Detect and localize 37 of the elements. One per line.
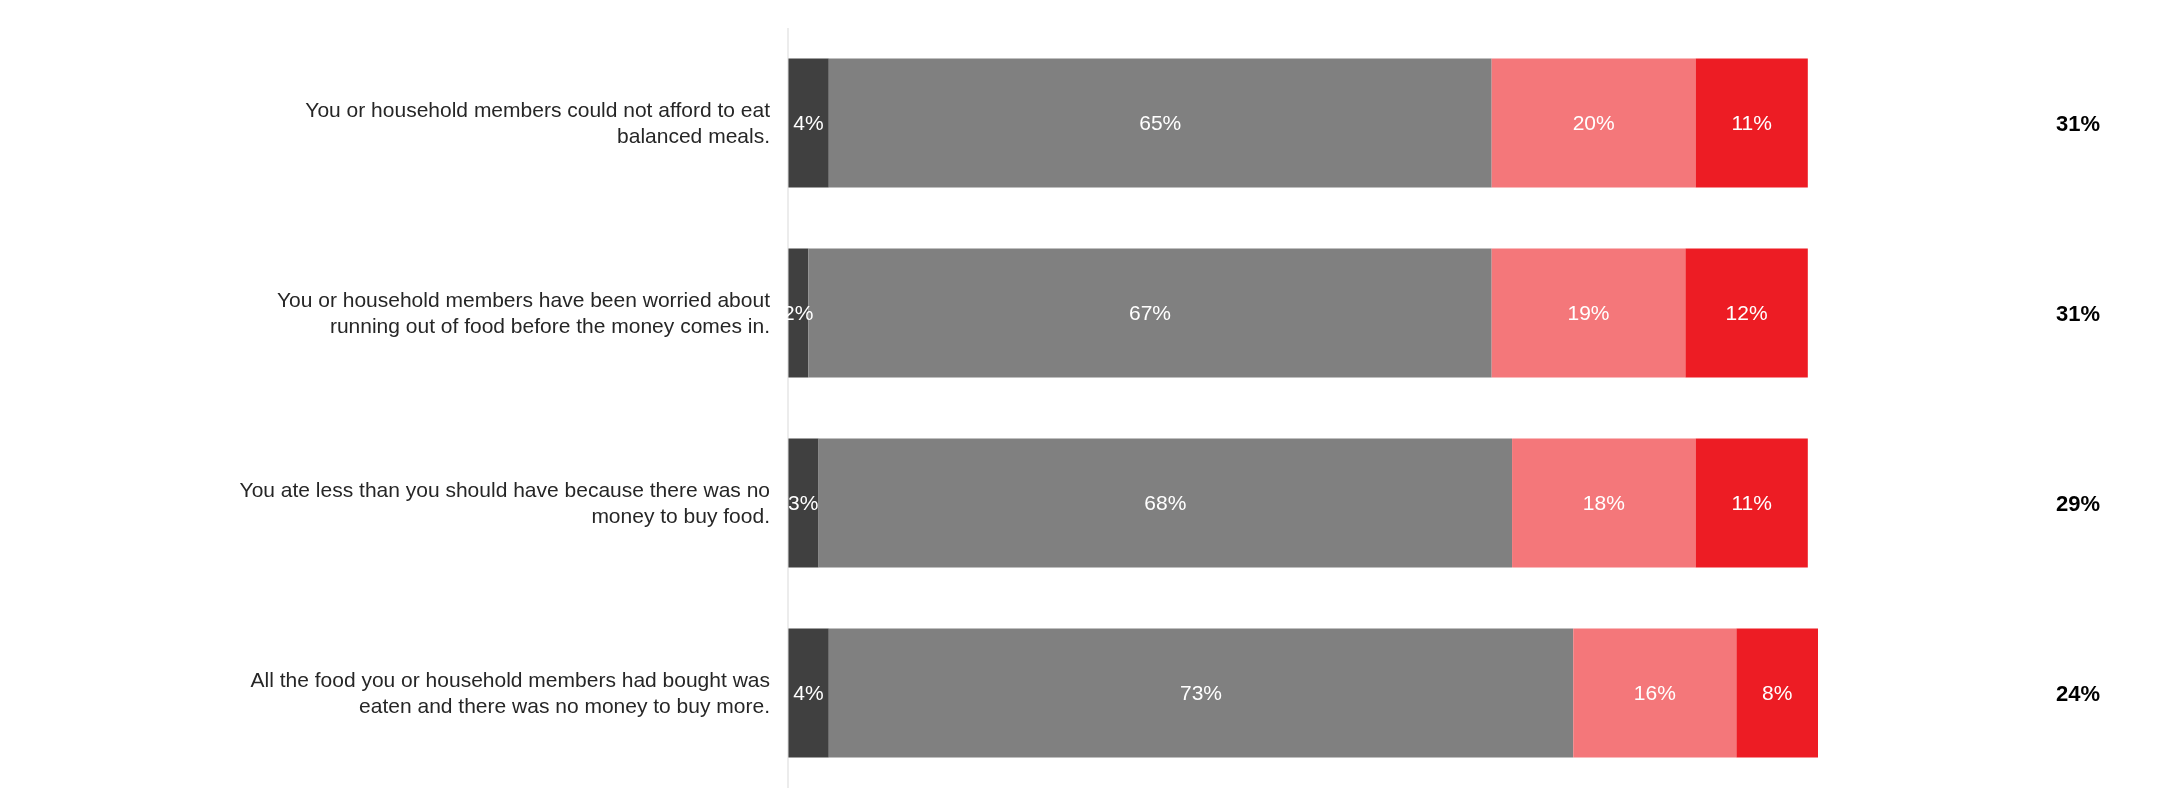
text: 31%	[2055, 300, 2101, 326]
text: 29%	[2055, 490, 2101, 516]
bar	[1573, 628, 1737, 758]
data-label: 68%	[1144, 491, 1187, 515]
bar	[1736, 628, 1818, 758]
bar	[1695, 438, 1808, 568]
data-label: 3%	[788, 491, 819, 515]
bar	[1491, 58, 1696, 188]
bar	[1685, 248, 1808, 378]
text: 24%	[2055, 680, 2101, 706]
bar	[1512, 438, 1696, 568]
data-label: 73%	[1180, 681, 1223, 705]
data-label: 12%	[1725, 301, 1768, 325]
bar	[1491, 248, 1686, 378]
y-tick-label: You or household members have been worried about running out of food before the money comes in.	[276, 288, 771, 338]
bar	[788, 438, 819, 568]
data-label: 20%	[1572, 111, 1615, 135]
bar	[788, 58, 829, 188]
data-label: 11%	[1731, 491, 1772, 515]
data-label: 65%	[1139, 111, 1182, 135]
data-label: 18%	[1582, 491, 1625, 515]
bar	[828, 628, 1574, 758]
bar	[788, 628, 829, 758]
data-label: 4%	[793, 111, 824, 135]
y-tick-label: You or household members could not afford to eat balanced meals.	[305, 98, 771, 148]
bar	[1695, 58, 1808, 188]
data-label: 8%	[1762, 681, 1793, 705]
bar	[828, 58, 1492, 188]
data-label: 4%	[793, 681, 824, 705]
data-label: 16%	[1633, 681, 1676, 705]
bar	[818, 438, 1513, 568]
data-label: 19%	[1567, 301, 1610, 325]
data-label: 11%	[1731, 111, 1772, 135]
y-tick-label: All the food you or household members had bought was eaten and there was no money to buy more.	[250, 668, 770, 718]
y-tick-label: You ate less than you should have because there was no money to buy food.	[239, 478, 770, 528]
text: 31%	[2055, 110, 2101, 136]
data-label: 67%	[1129, 301, 1172, 325]
